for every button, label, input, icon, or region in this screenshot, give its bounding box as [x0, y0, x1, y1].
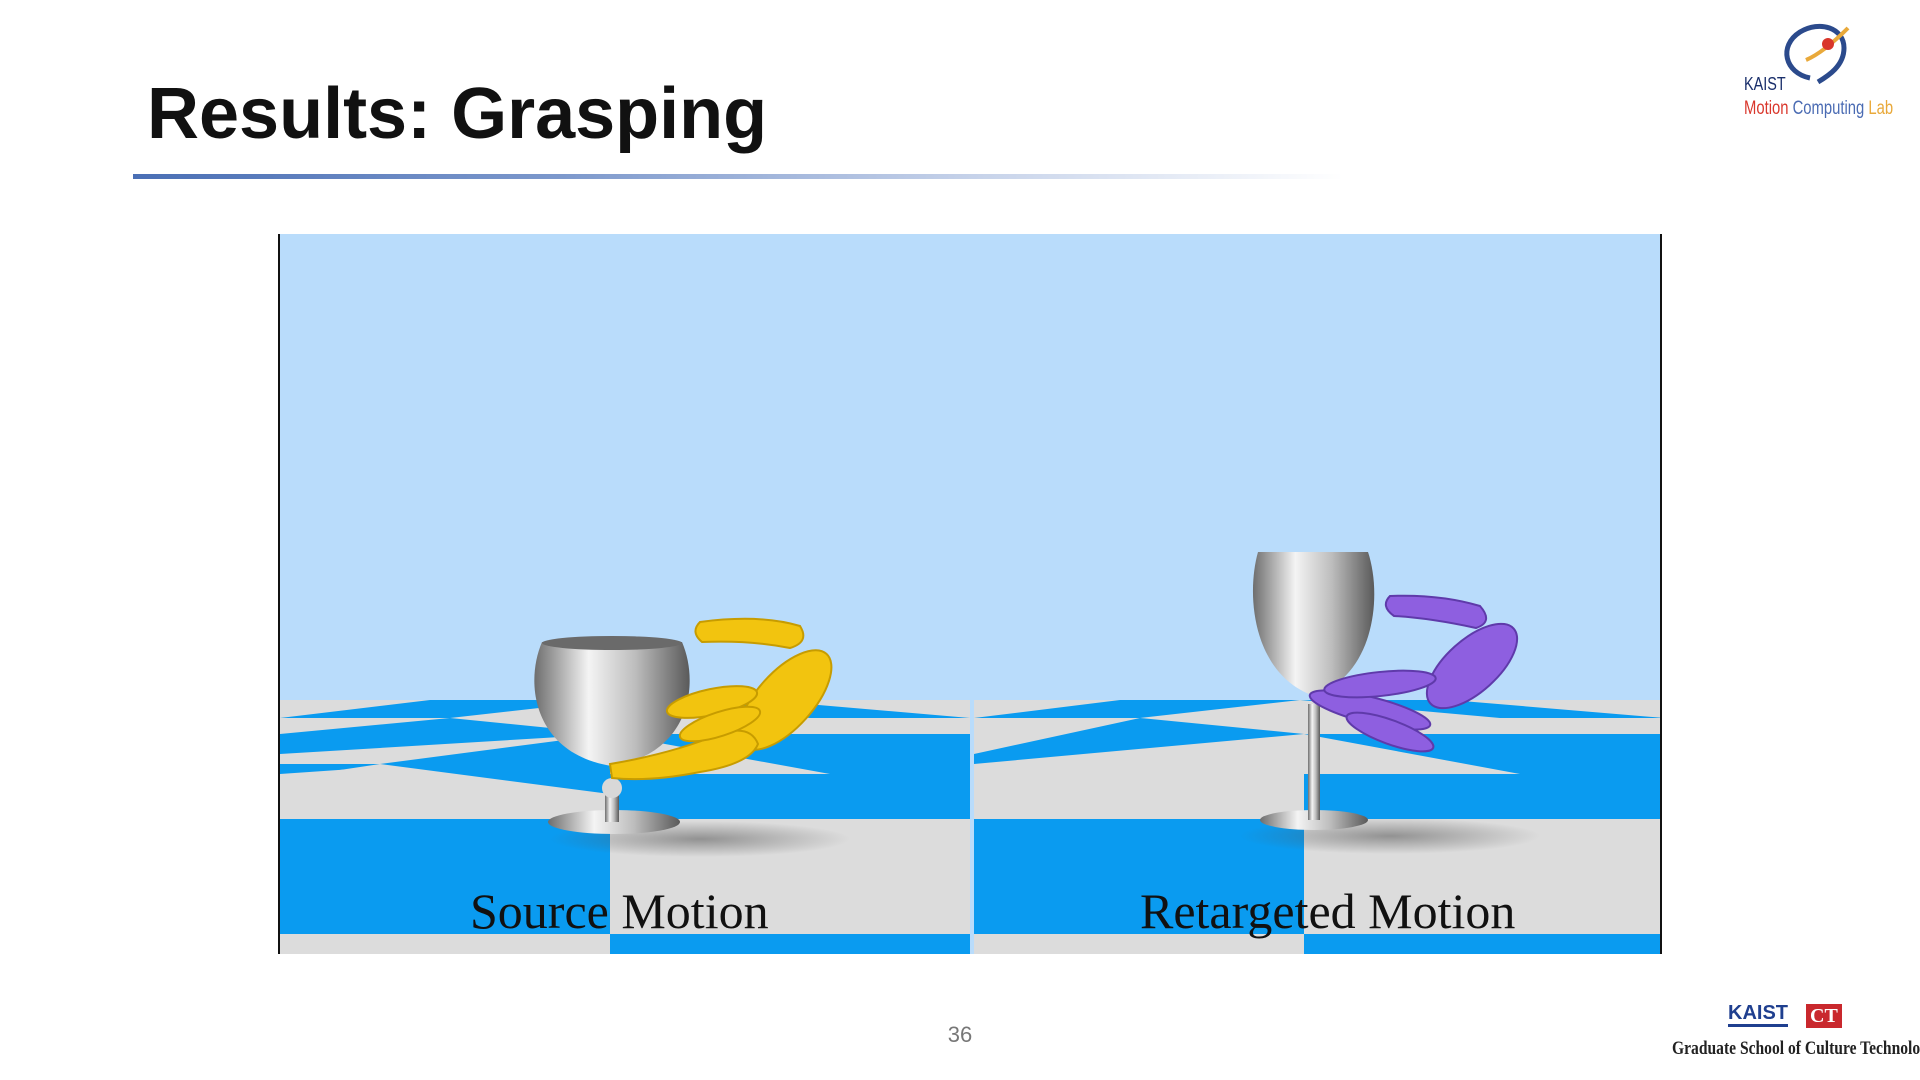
lab-word-lab: Lab — [1868, 98, 1894, 119]
lab-word-computing: Computing — [1792, 98, 1865, 119]
video-frame[interactable]: Source Motion Retargeted Motion — [278, 234, 1662, 954]
school-ct-mark: CT — [1806, 1004, 1842, 1028]
title-underline — [133, 174, 1343, 179]
source-scene — [534, 617, 850, 857]
lab-logo-kaist: KAIST — [1744, 74, 1786, 94]
school-logo: KAIST CT Graduate School of Culture Tech… — [1668, 1002, 1920, 1072]
retargeted-motion-caption: Retargeted Motion — [1140, 883, 1516, 939]
lab-word-motion: Motion — [1744, 98, 1789, 119]
page-number: 36 — [947, 1022, 973, 1047]
orbit-icon — [1784, 23, 1850, 85]
slide-title: Results: Grasping — [147, 74, 768, 154]
frame-divider — [970, 700, 974, 954]
source-motion-caption: Source Motion — [470, 883, 769, 939]
school-kaist-mark: KAIST — [1728, 1002, 1788, 1027]
lab-logo-name: Motion Computing Lab — [1744, 98, 1893, 120]
retargeted-scene — [1240, 552, 1540, 854]
lab-logo: KAIST Motion Computing Lab — [1740, 18, 1910, 128]
video-scene: Source Motion Retargeted Motion — [280, 234, 1660, 954]
school-name: Graduate School of Culture Technology — [1672, 1038, 1920, 1059]
